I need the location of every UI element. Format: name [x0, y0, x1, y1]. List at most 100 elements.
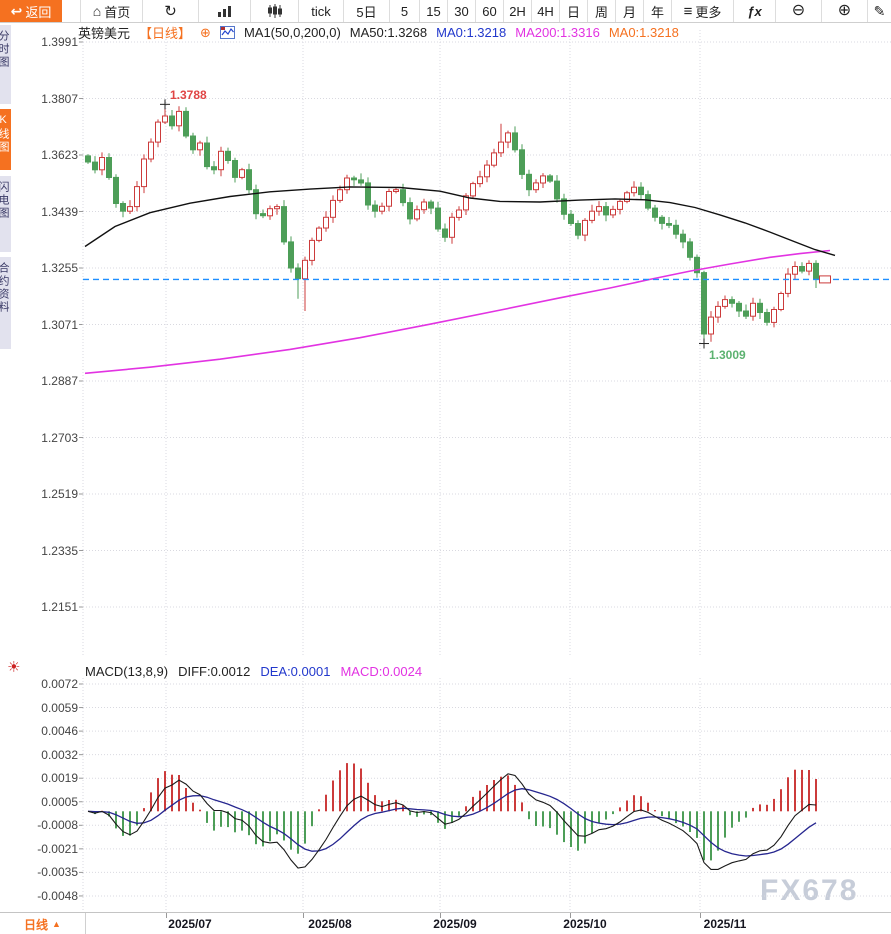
macd-y-label: 0.0032 — [41, 747, 78, 762]
sidebar-tab-3[interactable]: 闪电图 — [0, 176, 11, 253]
main-y-label: 1.2151 — [41, 600, 78, 614]
high-price-annotation: 1.3788 — [170, 88, 207, 103]
x-axis-tick — [440, 913, 441, 918]
toolbar-spacer — [62, 0, 81, 22]
x-axis-label: 2025/10 — [563, 917, 607, 931]
period-15-button[interactable]: 15 — [420, 0, 448, 22]
macd-y-label: 0.0059 — [41, 700, 78, 715]
bottom-period-tab[interactable]: 日线 ▲ — [0, 913, 86, 934]
bar-chart-button[interactable] — [199, 0, 251, 22]
back-arrow-icon: ↩ — [10, 2, 23, 19]
macd-dea-value: DEA:0.0001 — [260, 664, 331, 679]
low-price-annotation: 1.3009 — [709, 347, 746, 362]
main-y-label: 1.3439 — [41, 204, 78, 219]
chart-type-icon[interactable] — [219, 26, 235, 39]
period-15-button-label: 15 — [426, 3, 441, 19]
indicator-fx-button[interactable]: ƒx — [734, 0, 776, 22]
macd-y-label: -0.0008 — [37, 818, 78, 833]
x-axis-tick — [303, 913, 304, 918]
period-month-button-label: 月 — [622, 4, 636, 20]
zoom-in-button[interactable]: ⊕ — [822, 0, 868, 22]
refresh-button[interactable]: ↻ — [143, 0, 199, 22]
indicator-settings-icon[interactable]: ☀ — [7, 659, 21, 676]
ma0-orange-value: MA0:1.3218 — [608, 25, 679, 40]
tick-button[interactable]: tick — [299, 0, 344, 22]
period-4h-button-label: 4H — [537, 3, 554, 19]
macd-macd-value: MACD:0.0024 — [340, 664, 423, 679]
period-day-button-label: 日 — [566, 4, 580, 20]
zoom-out-button[interactable]: ⊖ — [776, 0, 822, 22]
more-button-label: 更多 — [695, 4, 722, 20]
main-y-label: 1.3623 — [41, 148, 78, 162]
x-axis-label: 2025/07 — [168, 917, 212, 931]
symbol-name: 英镑美元 — [78, 26, 131, 41]
main-y-label: 1.3071 — [41, 317, 78, 332]
sidebar-tab-2[interactable]: K线图 — [0, 109, 11, 171]
toolbar: ↩ 返回 ⌂ 首页 ↻ tick 5日 5 15 30 60 2H 4H 日周月年 ≡ 更多 ƒx ⊖ ⊕ ✎ — [0, 0, 891, 23]
x-axis-label: 2025/11 — [703, 917, 747, 931]
sidebar-tab-1[interactable]: 分时图 — [0, 25, 11, 105]
main-y-label: 1.2519 — [41, 487, 78, 501]
back-button[interactable]: ↩ 返回 — [0, 0, 62, 22]
macd-title: MACD(13,8,9) — [85, 664, 169, 679]
period-month-button[interactable]: 月 — [616, 0, 644, 22]
x-axis-tick — [570, 913, 571, 918]
period-2h-button-label: 2H — [509, 3, 526, 19]
x-axis-row: 日线 ▲ 2025/07 2025/08 2025/09 2025/10 2025/11 — [0, 912, 891, 934]
period-5day-button-label: 5日 — [356, 4, 377, 20]
watermark: FX678 — [760, 874, 859, 907]
ma50-value: MA50:1.3268 — [349, 25, 428, 40]
period-2h-button[interactable]: 2H — [504, 0, 532, 22]
chart-header: 英镑美元 【日线】 ⊕ MA1(50,0,200,0) MA50:1.3268 … — [78, 23, 679, 42]
period-30-button[interactable]: 30 — [448, 0, 476, 22]
macd-y-label: 0.0046 — [41, 724, 78, 739]
period-week-button[interactable]: 周 — [588, 0, 616, 22]
home-button[interactable]: ⌂ 首页 — [81, 0, 143, 22]
period-4h-button[interactable]: 4H — [532, 0, 560, 22]
macd-diff-value: DIFF:0.0012 — [178, 664, 251, 679]
home-button-label: 首页 — [104, 4, 131, 20]
ma0-blue-value: MA0:1.3218 — [436, 25, 507, 40]
macd-header: MACD(13,8,9) DIFF:0.0012 DEA:0.0001 MACD… — [85, 664, 422, 679]
x-axis-label: 2025/09 — [433, 917, 477, 931]
back-label: 返回 — [25, 4, 52, 20]
add-indicator-icon[interactable]: ⊕ — [200, 25, 211, 40]
x-axis-tick — [700, 913, 701, 918]
macd-y-label: 0.0005 — [41, 794, 78, 809]
period-60-button-label: 60 — [482, 3, 497, 19]
period-60-button[interactable]: 60 — [476, 0, 504, 22]
macd-y-label: -0.0021 — [37, 841, 78, 856]
main-y-label: 1.2703 — [41, 430, 78, 445]
sidebar-tab-4[interactable]: 合约资料 — [0, 257, 11, 350]
main-y-label: 1.3807 — [41, 91, 78, 106]
draw-button[interactable]: ✎ — [868, 0, 891, 22]
x-axis-label: 2025/08 — [308, 917, 352, 931]
ma200-value: MA200:1.3316 — [515, 25, 600, 40]
macd-y-label: 0.0019 — [41, 771, 78, 786]
period-30-button-label: 30 — [454, 3, 469, 19]
up-arrow-icon: ▲ — [52, 919, 61, 929]
period-5-button-label: 5 — [400, 3, 409, 19]
bottom-period-label: 日线 — [24, 917, 49, 932]
period-day-button[interactable]: 日 — [560, 0, 588, 22]
main-y-label: 1.2335 — [41, 543, 78, 558]
period-year-button-label: 年 — [650, 4, 664, 20]
ma-settings: MA1(50,0,200,0) — [243, 25, 341, 40]
period-year-button[interactable]: 年 — [644, 0, 672, 22]
tick-button-label: tick — [311, 3, 331, 19]
macd-y-label: -0.0048 — [37, 888, 78, 903]
macd-y-label: -0.0035 — [37, 865, 78, 880]
period-5day-button[interactable]: 5日 — [344, 0, 390, 22]
main-y-label: 1.3255 — [41, 261, 78, 275]
period-5-button[interactable]: 5 — [390, 0, 420, 22]
macd-y-label: 0.0072 — [41, 677, 78, 691]
main-y-label: 1.3991 — [41, 35, 78, 49]
more-button[interactable]: ≡ 更多 — [672, 0, 734, 22]
main-y-label: 1.2887 — [41, 374, 78, 388]
x-axis-tick — [166, 913, 167, 918]
period-week-button-label: 周 — [594, 4, 608, 20]
period-label: 【日线】 — [139, 26, 192, 41]
kline-chart-button[interactable] — [251, 0, 299, 22]
